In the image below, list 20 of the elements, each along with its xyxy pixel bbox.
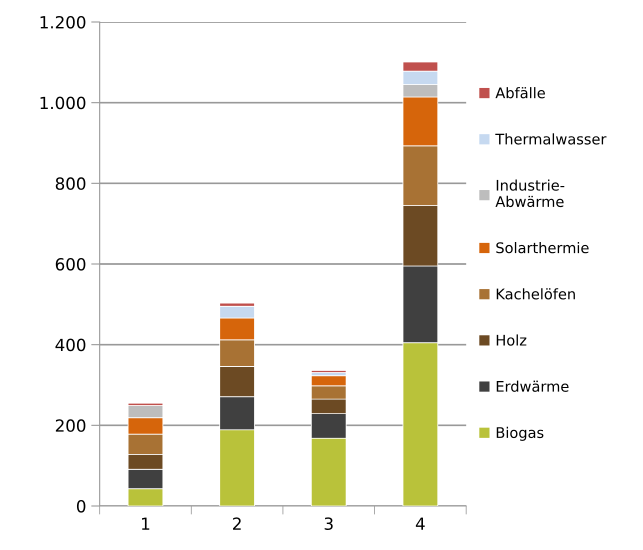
y-tick-label: 200 bbox=[56, 419, 86, 432]
x-tick-label: 2 bbox=[233, 517, 241, 530]
legend-label: Biogas bbox=[496, 426, 544, 441]
y-tick-label: 600 bbox=[56, 258, 86, 271]
legend-label: Erdwärme bbox=[496, 380, 569, 392]
legend-label: Kachelöfen bbox=[496, 288, 575, 300]
y-tick-label: 0 bbox=[76, 500, 86, 513]
x-tick-label: 4 bbox=[416, 518, 425, 530]
legend-label: Industrie- Abwärme bbox=[495, 179, 564, 208]
x-tick-label: 3 bbox=[324, 517, 333, 530]
legend-label: Solarthermie bbox=[496, 242, 589, 254]
x-tick-label: 1 bbox=[142, 518, 150, 530]
legend-label: Thermalwasser bbox=[495, 133, 606, 145]
legend-label: Abfälle bbox=[495, 87, 545, 98]
bar bbox=[310, 370, 347, 373]
y-tick-label: 1.000 bbox=[40, 96, 86, 110]
y-tick-label: 400 bbox=[55, 338, 86, 352]
y-tick-label: 1.200 bbox=[40, 16, 86, 29]
legend-label: Holz bbox=[496, 334, 526, 346]
y-tick-label: 800 bbox=[56, 177, 86, 190]
